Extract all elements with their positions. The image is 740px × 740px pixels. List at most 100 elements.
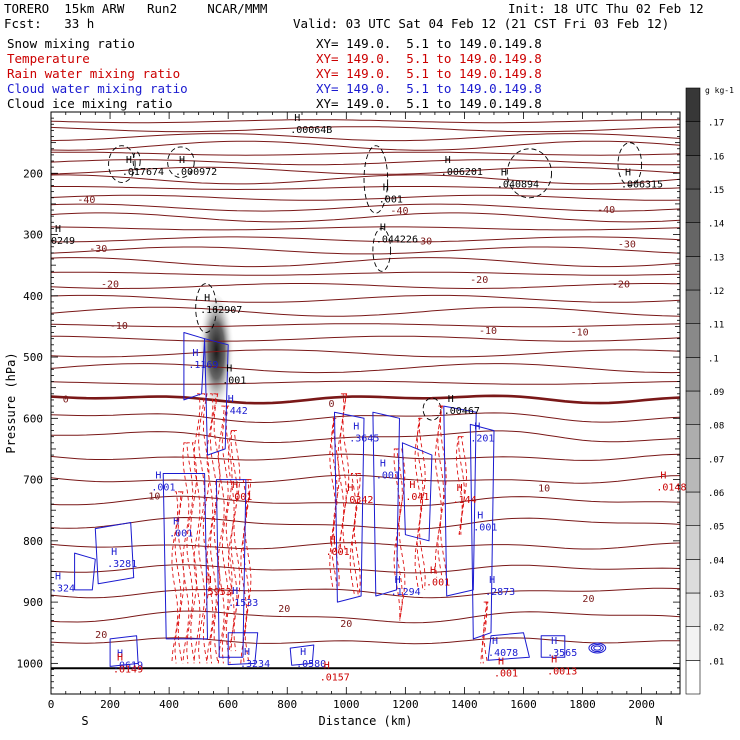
cloud-ice-max-h-marker: H — [226, 363, 232, 374]
y-tick-label: 700 — [23, 474, 43, 487]
rain-contour — [331, 417, 338, 590]
y-tick-label: 600 — [23, 412, 43, 425]
colorbar-segment — [685, 559, 701, 594]
isotherm-label: -30 — [89, 244, 107, 255]
rain-contour — [483, 601, 488, 664]
cloudwater-xy-range: XY= 149.0. 5.1 to 149.0.149.8 — [316, 81, 542, 96]
x-axis-label: Distance (km) — [319, 714, 413, 728]
cloud-ice-max-h-marker: H — [126, 155, 132, 166]
rain-contour — [193, 393, 201, 664]
colorbar-tick-label: .17 — [708, 119, 724, 129]
isotherm-label: -20 — [612, 280, 630, 291]
colorbar-tick-label: .04 — [708, 556, 724, 566]
cloud-ice-max-value: 0249 — [51, 236, 75, 247]
isotherm — [50, 212, 681, 223]
cloud-ice-max-h-marker: H — [448, 394, 454, 405]
cloud-water-max-h-marker: H — [192, 348, 198, 359]
colorbar-segment — [685, 121, 701, 156]
rain-max-value: .041 — [405, 492, 429, 503]
colorbar-tick-label: .02 — [708, 624, 724, 634]
isotherm — [50, 637, 680, 645]
cloud-ice-contour — [617, 142, 643, 186]
rain-contour — [418, 417, 426, 590]
rain-contour — [202, 393, 210, 664]
cloud-ice-max-value: .001 — [222, 375, 246, 386]
isotherm — [50, 349, 681, 358]
isotherm — [50, 363, 681, 374]
rain-max-h-marker: H — [430, 566, 436, 577]
rain-contour — [458, 436, 465, 535]
colorbar-tick-label: .08 — [708, 422, 724, 432]
rain-max-h-marker: H — [232, 480, 238, 491]
cloud-water-max-value: .001 — [169, 529, 193, 540]
rain-max-h-marker: H — [206, 575, 212, 586]
direction-end-label: N — [655, 714, 662, 728]
cloud-water-max-value: .442 — [224, 406, 248, 417]
isotherm-label: -10 — [571, 327, 589, 338]
cloud-ice-contour — [108, 145, 136, 183]
isotherm — [50, 610, 681, 624]
rain-max-h-marker: H — [330, 535, 336, 546]
rain-max-h-marker: H — [324, 661, 330, 672]
cloud-water-contour — [94, 522, 135, 585]
cloud-water-contour — [334, 411, 365, 603]
cloud-water-max-h-marker: H — [474, 422, 480, 433]
y-tick-label: 1000 — [17, 657, 44, 670]
rain-max-h-marker: H — [409, 480, 415, 491]
cloud-water-contour — [215, 479, 247, 658]
cloud-water-max-h-marker: H — [551, 636, 557, 647]
cloud-water-contour — [183, 332, 206, 401]
x-tick-label: 800 — [277, 698, 297, 711]
isotherm — [50, 174, 681, 185]
colorbar-segment — [685, 592, 701, 627]
cloud-ice-max-value: .044226 — [376, 235, 418, 246]
cloud-water-contour — [372, 411, 400, 597]
y-axis-label: Pressure (hPa) — [4, 352, 18, 453]
cloud-water-max-value: .001 — [473, 522, 497, 533]
rain-max-h-marker: H — [347, 483, 353, 494]
isotherm — [50, 133, 681, 142]
isotherm — [50, 283, 681, 289]
cloud-water-max-h-marker: H — [228, 394, 234, 405]
colorbar-tick-label: .11 — [708, 321, 724, 331]
rain-contour — [217, 405, 225, 664]
rain-contour — [455, 436, 463, 535]
cloud-water-contour — [109, 635, 139, 667]
isotherm-label: -20 — [470, 275, 488, 286]
cloud-ice-max-value: .00467 — [444, 406, 480, 417]
rain-contour — [416, 417, 424, 590]
isotherm-label: -40 — [77, 195, 95, 206]
rain-max-value: .0013 — [547, 666, 577, 677]
colorbar-unit: g kg-1 — [705, 86, 734, 95]
colorbar-tick-label: .16 — [708, 152, 724, 162]
cloud-water-contour — [540, 635, 566, 658]
isotherm-label: -30 — [618, 240, 636, 251]
isotherm — [51, 430, 681, 444]
cloud-water-max-value: .201 — [470, 434, 494, 445]
cloud-ice-max-h-marker: H — [501, 167, 507, 178]
plot-area: -40 -40 -40 -30 -30 -30 -20 -20 -20 -10 -10 -10 0 0 10… — [50, 113, 686, 684]
isotherm — [51, 236, 681, 243]
cloud-ice-max-value: .001 — [379, 195, 403, 206]
colorbar-segment — [685, 390, 701, 425]
cloud-ice-contour — [363, 145, 389, 214]
rain-max-value: .001 — [494, 668, 518, 679]
cloud-water-contour — [74, 552, 96, 591]
isotherm-label: -30 — [414, 237, 432, 248]
direction-start-label: S — [81, 714, 88, 728]
isotherm-label: -40 — [390, 206, 408, 217]
isotherm — [50, 453, 681, 461]
isotherm-label: -10 — [110, 321, 128, 332]
cloud-water-max-h-marker: H — [55, 572, 61, 583]
colorbar-tick-label: .12 — [708, 287, 724, 297]
isotherm — [50, 564, 681, 574]
rain-contour — [342, 393, 350, 554]
isotherm — [50, 380, 681, 385]
colorbar-tick-label: .06 — [708, 489, 724, 499]
isotherm — [50, 140, 681, 151]
forecast-hour: Fcst: 33 h — [4, 16, 95, 31]
rain-max-h-marker: H — [660, 471, 666, 482]
colorbar-tick-label: .09 — [708, 388, 724, 398]
cloud-ice-max-value: .000972 — [175, 167, 217, 178]
cloud-water-max-value: .0619 — [113, 660, 143, 671]
